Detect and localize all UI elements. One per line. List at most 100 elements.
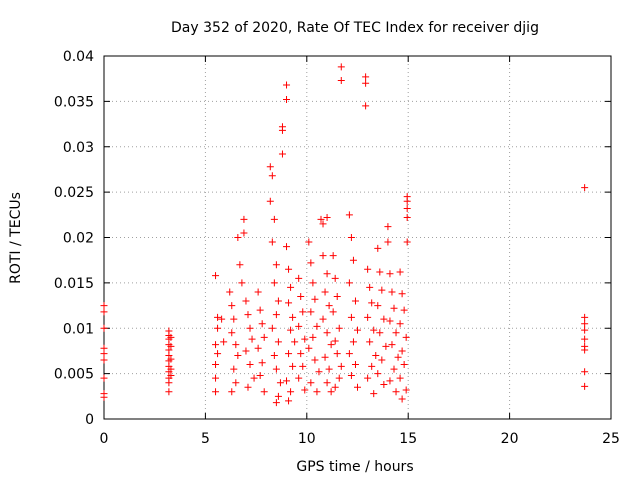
data-point xyxy=(374,302,382,310)
data-point xyxy=(380,315,388,323)
data-point xyxy=(276,379,284,387)
data-point xyxy=(331,274,339,282)
data-point xyxy=(333,292,341,300)
data-point xyxy=(331,337,339,345)
data-point xyxy=(403,204,411,212)
data-point xyxy=(400,361,408,369)
data-point xyxy=(232,341,240,349)
data-point xyxy=(581,346,589,354)
x-tick-label: 0 xyxy=(100,431,109,447)
data-point xyxy=(299,308,307,316)
data-point xyxy=(311,356,319,364)
data-point xyxy=(384,238,392,246)
data-point xyxy=(305,238,313,246)
data-point xyxy=(100,350,108,358)
data-point xyxy=(333,350,341,358)
data-point xyxy=(272,399,280,407)
data-point xyxy=(402,333,410,341)
data-point xyxy=(254,344,262,352)
data-point xyxy=(305,344,313,352)
data-point xyxy=(297,350,305,358)
data-point xyxy=(329,252,337,260)
data-point xyxy=(291,338,299,346)
data-point xyxy=(242,347,250,355)
data-point xyxy=(345,350,353,358)
data-point xyxy=(374,370,382,378)
data-point xyxy=(212,374,220,382)
data-point xyxy=(398,395,406,403)
data-point xyxy=(268,238,276,246)
data-point xyxy=(382,342,390,350)
data-point xyxy=(295,274,303,282)
data-point xyxy=(400,306,408,314)
data-point xyxy=(299,362,307,370)
data-point xyxy=(100,374,108,382)
data-point xyxy=(212,361,220,369)
data-point xyxy=(260,333,268,341)
data-point xyxy=(250,374,258,382)
x-tick-label: 15 xyxy=(399,431,417,447)
data-point xyxy=(370,390,378,398)
data-point xyxy=(581,313,589,321)
data-point xyxy=(100,393,108,401)
data-point xyxy=(272,311,280,319)
data-point xyxy=(240,215,248,223)
data-point xyxy=(274,297,282,305)
y-tick-label: 0.02 xyxy=(63,231,94,247)
data-point xyxy=(283,377,291,385)
data-point xyxy=(297,292,305,300)
data-point xyxy=(287,388,295,396)
x-tick-label: 10 xyxy=(298,431,316,447)
data-point xyxy=(244,311,252,319)
x-tick-label: 5 xyxy=(201,431,210,447)
data-point xyxy=(581,184,589,192)
data-point xyxy=(362,102,370,110)
data-point xyxy=(270,279,278,287)
data-point xyxy=(260,388,268,396)
data-point xyxy=(234,351,242,359)
chart-title: Day 352 of 2020, Rate Of TEC Index for r… xyxy=(171,20,539,36)
data-point xyxy=(268,324,276,332)
data-point xyxy=(354,383,361,391)
data-point xyxy=(323,379,331,387)
data-point xyxy=(364,374,372,382)
data-point xyxy=(403,214,411,222)
data-point xyxy=(390,365,398,373)
data-point xyxy=(386,377,394,385)
data-point xyxy=(388,288,396,296)
data-point xyxy=(345,279,353,287)
data-point xyxy=(311,295,319,303)
data-point xyxy=(325,365,333,373)
data-point xyxy=(285,299,293,307)
data-point xyxy=(285,350,293,358)
y-tick-label: 0.01 xyxy=(63,321,94,337)
data-point xyxy=(376,268,384,276)
data-point xyxy=(256,371,264,379)
x-tick-label: 25 xyxy=(602,431,620,447)
data-point xyxy=(345,211,353,219)
data-point xyxy=(581,368,589,376)
y-tick-label: 0.03 xyxy=(63,140,94,156)
data-point xyxy=(364,313,372,321)
data-point xyxy=(167,355,175,363)
data-point xyxy=(349,338,357,346)
y-tick-label: 0.04 xyxy=(63,49,94,65)
data-point xyxy=(403,197,411,205)
data-point xyxy=(100,308,108,316)
data-point xyxy=(258,359,266,367)
data-point xyxy=(272,261,280,269)
data-point xyxy=(258,320,266,328)
data-point xyxy=(301,386,309,394)
data-point xyxy=(327,388,335,396)
data-point xyxy=(325,302,333,310)
data-point xyxy=(266,197,274,205)
data-point xyxy=(248,335,256,343)
data-point xyxy=(351,297,359,305)
data-point xyxy=(230,365,238,373)
data-point xyxy=(581,320,589,328)
data-point xyxy=(313,388,321,396)
data-point xyxy=(220,338,228,346)
data-point xyxy=(372,351,380,359)
data-point xyxy=(337,63,345,71)
